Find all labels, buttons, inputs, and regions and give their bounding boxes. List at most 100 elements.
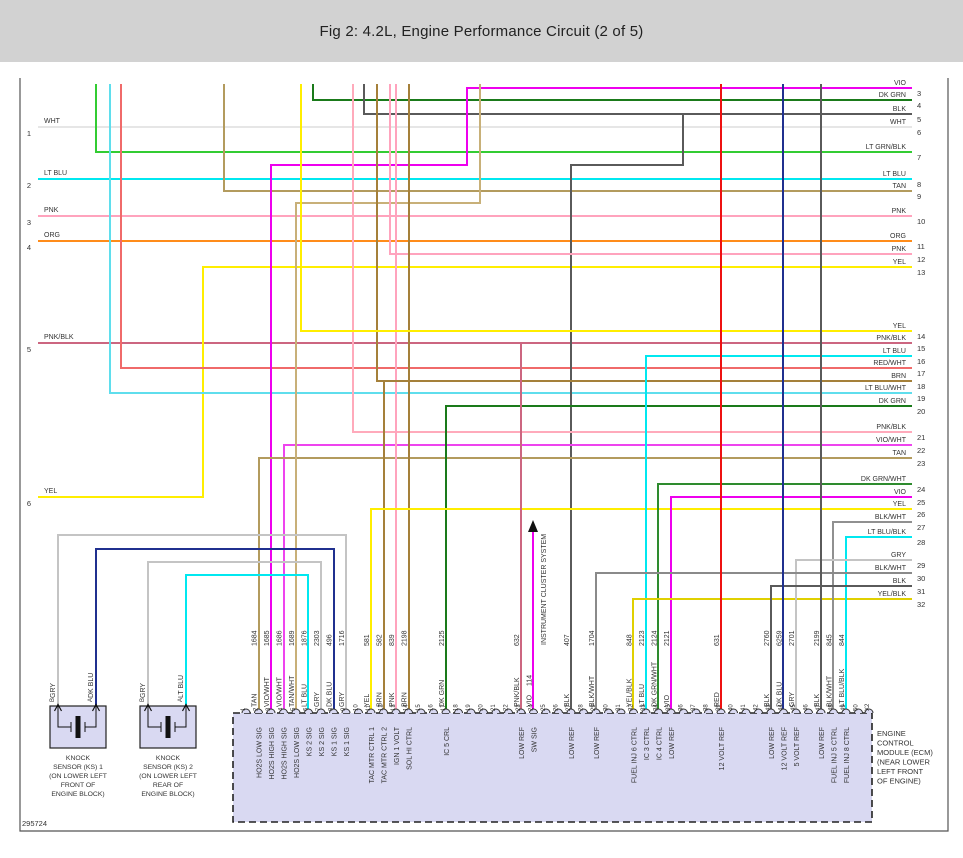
wire-vio-row-3-to-pin3 bbox=[270, 87, 912, 713]
pin-socket-arc bbox=[679, 708, 688, 714]
pin-circuit-number: 2198 bbox=[402, 630, 409, 646]
left-row-color-label: PNK/BLK bbox=[44, 334, 74, 341]
pin-circuit-number: 2303 bbox=[314, 630, 321, 646]
pin-socket-arc bbox=[404, 708, 413, 714]
pin-wire-color-label: YEL bbox=[364, 694, 371, 707]
right-row-color-label: YEL bbox=[893, 501, 906, 508]
right-row-number: 10 bbox=[917, 217, 925, 226]
pin-number: 41 bbox=[741, 704, 747, 711]
pin-socket-arc bbox=[241, 708, 251, 714]
wire-blk-row-5 bbox=[363, 84, 912, 115]
wire-yel-row-26-pin11 bbox=[370, 508, 912, 713]
wire-tan-row-9 bbox=[223, 84, 912, 192]
pin-number: 12 bbox=[379, 704, 385, 711]
wiring-diagram: 1 2 3 4 5 6 7 8 9 10 11 12 13 14 15 16 17 18 19 20 21 22 23 24 2… bbox=[19, 78, 949, 832]
pin-circuit-number: 1704 bbox=[589, 630, 596, 646]
pin-socket-arc bbox=[329, 708, 338, 714]
wire-viowht-row-22-to-pin4 bbox=[283, 444, 912, 713]
ecm-connector-box bbox=[232, 712, 873, 823]
pin-wire-color-label: GRY bbox=[314, 692, 321, 707]
ecm-label: MODULE (ECM) bbox=[877, 748, 933, 757]
knock-sensor-2-caption: ENGINE BLOCK) bbox=[141, 791, 194, 798]
wire-ks1-gry-pin9 bbox=[57, 534, 347, 713]
right-row-number: 27 bbox=[917, 523, 925, 532]
pin-circuit-number: 1689 bbox=[289, 630, 296, 646]
pin-circuit-number: 848 bbox=[627, 634, 634, 646]
pin-number: 31 bbox=[616, 704, 622, 711]
pin-number: 17 bbox=[441, 704, 447, 711]
pin-number: 9 bbox=[341, 707, 347, 711]
pin-number: 46 bbox=[804, 704, 810, 711]
right-row-number: 9 bbox=[917, 192, 921, 201]
right-row-number: 7 bbox=[917, 153, 921, 162]
pin-signal-label: KS 1 SIG bbox=[344, 727, 351, 756]
pin-signal-label: LOW REF bbox=[769, 727, 776, 759]
pin-number: 8 bbox=[329, 707, 335, 711]
left-row-number: 4 bbox=[27, 243, 31, 252]
right-row-number: 26 bbox=[917, 510, 925, 519]
right-row-color-label: VIO bbox=[894, 489, 907, 496]
pin-socket-arc bbox=[579, 708, 588, 714]
pin-number: 21 bbox=[491, 704, 497, 711]
pin-wire-color-label: BLK bbox=[564, 693, 571, 707]
pin-number: 43 bbox=[766, 704, 772, 711]
pin-wire-color-label: BRN bbox=[402, 692, 409, 707]
pin-number: 13 bbox=[391, 704, 397, 711]
knock-sensor-1-caption: KNOCK bbox=[66, 755, 91, 762]
pin-socket-arc bbox=[529, 708, 538, 714]
ecm-label: OF ENGINE) bbox=[877, 777, 921, 786]
pin-number: 49 bbox=[841, 704, 847, 711]
pin-number: 42 bbox=[754, 704, 760, 711]
sensor-lead-b bbox=[57, 706, 72, 732]
pin-number: 39 bbox=[716, 704, 722, 711]
right-row-color-label: BLK/WHT bbox=[875, 514, 907, 521]
pin-wire-color-label: YEL/BLK bbox=[627, 678, 634, 707]
pin-number: 48 bbox=[829, 704, 835, 711]
pin-socket-arc bbox=[854, 708, 863, 714]
sensor-pin-letter: A bbox=[178, 698, 184, 702]
pin-socket-arc bbox=[704, 708, 713, 714]
pin-wire-color-label: VIO bbox=[527, 694, 534, 707]
right-row-color-label: WHT bbox=[890, 119, 907, 126]
pin-signal-label: LOW REF bbox=[519, 727, 526, 759]
pin-socket-arc bbox=[479, 708, 488, 714]
pin-number: 44 bbox=[779, 704, 785, 711]
pin-signal-label: HO2S HIGH SIG bbox=[269, 727, 276, 780]
pin-number: 20 bbox=[479, 704, 485, 711]
pin-signal-label: LOW REF bbox=[569, 727, 576, 759]
wire-ltblublk-row-28-pin49 bbox=[845, 536, 912, 713]
pin-number: 26 bbox=[554, 704, 560, 711]
right-row-number: 8 bbox=[917, 180, 921, 189]
pin-wire-color-label: TAN bbox=[252, 694, 259, 707]
pin-socket-arc bbox=[429, 708, 438, 714]
right-row-color-label: RED/WHT bbox=[873, 360, 906, 367]
pin-wire-color-label: RED bbox=[714, 692, 721, 707]
left-row-color-label: YEL bbox=[44, 488, 57, 495]
right-row-color-label: LT BLU/WHT bbox=[865, 385, 907, 392]
pin-wire-color-label: LT BLU/BLK bbox=[839, 668, 846, 707]
pin-circuit-number: 1685 bbox=[264, 630, 271, 646]
right-row-number: 3 bbox=[917, 89, 921, 98]
wire-blkwht-row-27-pin48 bbox=[832, 521, 912, 713]
right-row-number: 23 bbox=[917, 459, 925, 468]
pin-circuit-number: 407 bbox=[564, 634, 571, 646]
left-row-number: 6 bbox=[27, 499, 31, 508]
pin-circuit-number: 2124 bbox=[652, 630, 659, 646]
left-row-color-label: WHT bbox=[44, 118, 61, 125]
pin-circuit-number: 839 bbox=[389, 634, 396, 646]
right-row-color-label: BRN bbox=[891, 373, 906, 380]
pin-number: 22 bbox=[504, 704, 510, 711]
pin-circuit-number: 631 bbox=[714, 634, 721, 646]
right-row-number: 25 bbox=[917, 498, 925, 507]
pin-signal-label: LOW REF bbox=[819, 727, 826, 759]
pin-number: 19 bbox=[466, 704, 472, 711]
pin-number: 32 bbox=[629, 704, 635, 711]
pin-socket-arc bbox=[516, 708, 526, 714]
right-row-color-label: TAN bbox=[893, 450, 906, 457]
pin-wire-color-label: BLK/WHT bbox=[827, 675, 834, 707]
pin-arrow-icon bbox=[91, 703, 101, 712]
wire-ks2-gry-pin7 bbox=[147, 561, 322, 713]
right-row-color-label: PNK/BLK bbox=[876, 335, 906, 342]
wire-dkgrn-row-20-pin17 bbox=[445, 405, 912, 713]
pin-signal-label: LOW REF bbox=[669, 727, 676, 759]
